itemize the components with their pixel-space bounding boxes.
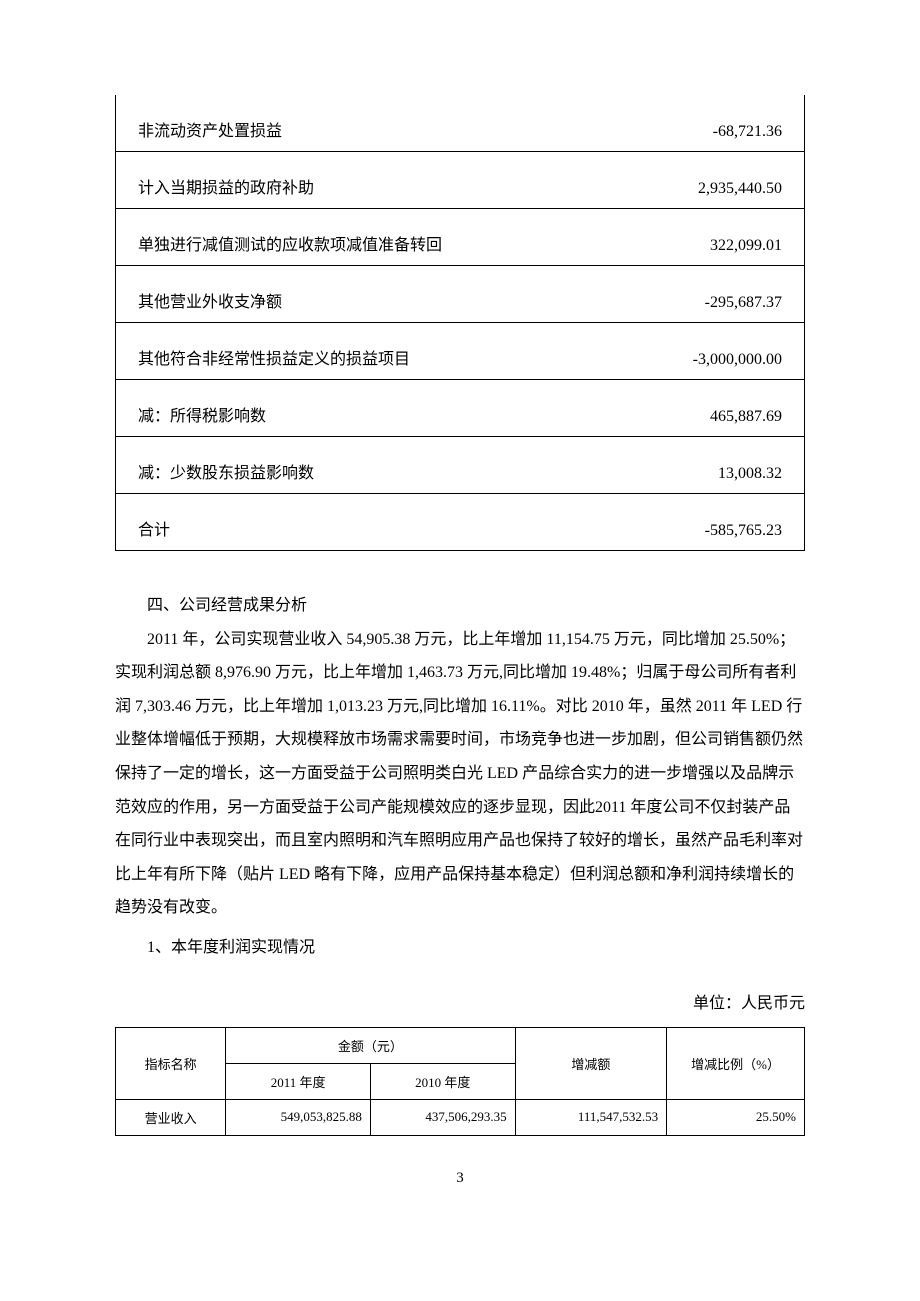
- section-heading: 四、公司经营成果分析: [115, 589, 805, 623]
- table-row: 计入当期损益的政府补助 2,935,440.50: [116, 152, 805, 209]
- table-row: 单独进行减值测试的应收款项减值准备转回 322,099.01: [116, 209, 805, 266]
- item-value: -295,687.37: [529, 266, 805, 323]
- item-value: 2,935,440.50: [529, 152, 805, 209]
- table-row: 非流动资产处置损益 -68,721.36: [116, 95, 805, 152]
- col-pct: 增减比例（%）: [667, 1027, 805, 1099]
- item-value: 13,008.32: [529, 437, 805, 494]
- item-label: 减：少数股东损益影响数: [116, 437, 529, 494]
- item-value: 322,099.01: [529, 209, 805, 266]
- table-row: 减：少数股东损益影响数 13,008.32: [116, 437, 805, 494]
- subsection-heading: 1、本年度利润实现情况: [115, 931, 805, 965]
- item-label: 减：所得税影响数: [116, 380, 529, 437]
- item-label: 其他营业外收支净额: [116, 266, 529, 323]
- col-indicator: 指标名称: [116, 1027, 226, 1099]
- page-number: 3: [115, 1170, 805, 1187]
- table-row: 其他符合非经常性损益定义的损益项目 -3,000,000.00: [116, 323, 805, 380]
- table-header-row: 指标名称 金额（元） 增减额 增减比例（%）: [116, 1027, 805, 1063]
- table-row: 其他营业外收支净额 -295,687.37: [116, 266, 805, 323]
- item-label: 其他符合非经常性损益定义的损益项目: [116, 323, 529, 380]
- cell-2011: 549,053,825.88: [226, 1099, 371, 1135]
- table-row: 合计 -585,765.23: [116, 494, 805, 551]
- table-row: 营业收入 549,053,825.88 437,506,293.35 111,5…: [116, 1099, 805, 1135]
- table-row: 减：所得税影响数 465,887.69: [116, 380, 805, 437]
- item-label: 合计: [116, 494, 529, 551]
- item-value: -3,000,000.00: [529, 323, 805, 380]
- col-2010: 2010 年度: [370, 1063, 515, 1099]
- item-value: -585,765.23: [529, 494, 805, 551]
- item-label: 非流动资产处置损益: [116, 95, 529, 152]
- section-4: 四、公司经营成果分析 2011 年，公司实现营业收入 54,905.38 万元，…: [115, 589, 805, 965]
- col-2011: 2011 年度: [226, 1063, 371, 1099]
- col-delta: 增减额: [515, 1027, 667, 1099]
- cell-delta: 111,547,532.53: [515, 1099, 667, 1135]
- item-value: 465,887.69: [529, 380, 805, 437]
- cell-name: 营业收入: [116, 1099, 226, 1135]
- item-label: 单独进行减值测试的应收款项减值准备转回: [116, 209, 529, 266]
- col-amount: 金额（元）: [226, 1027, 515, 1063]
- profit-realization-table: 指标名称 金额（元） 增减额 增减比例（%） 2011 年度 2010 年度 营…: [115, 1027, 805, 1136]
- section-paragraph: 2011 年，公司实现营业收入 54,905.38 万元，比上年增加 11,15…: [115, 623, 805, 925]
- item-label: 计入当期损益的政府补助: [116, 152, 529, 209]
- cell-pct: 25.50%: [667, 1099, 805, 1135]
- currency-unit: 单位：人民币元: [115, 989, 805, 1013]
- non-recurring-items-table: 非流动资产处置损益 -68,721.36 计入当期损益的政府补助 2,935,4…: [115, 95, 805, 551]
- item-value: -68,721.36: [529, 95, 805, 152]
- cell-2010: 437,506,293.35: [370, 1099, 515, 1135]
